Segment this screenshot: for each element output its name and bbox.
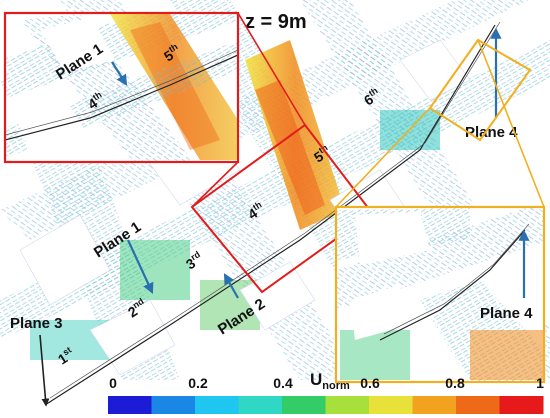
plane-2-arrow	[223, 273, 239, 299]
plane-3-arrow	[39, 334, 50, 407]
colorbar-swatch-1	[151, 396, 196, 414]
plane-4-label: Plane 4	[465, 124, 518, 141]
colorbar-swatch-4	[282, 396, 326, 414]
inset-red: Plane 1 4th 5th	[3, 11, 240, 164]
inset-yellow-plane-label: Plane 4	[480, 305, 533, 322]
colorbar-swatch-3	[238, 396, 283, 414]
colorbar-tick-0: 0	[109, 375, 117, 391]
colorbar-tick-0.4: 0.4	[273, 375, 293, 391]
colorbar-swatch-9	[499, 396, 544, 414]
inset-red-plane-arrow	[111, 61, 128, 86]
colorbar-swatch-7	[412, 396, 457, 414]
colorbar-title: Unorm	[310, 370, 350, 392]
colorbar: Unorm 0 0.2 0.4 0.6 0.8 1	[108, 370, 544, 414]
figure-title: z = 9m	[245, 11, 307, 33]
yellow-focus-box	[428, 38, 532, 142]
colorbar-tick-0.2: 0.2	[188, 375, 208, 391]
colorbar-swatches	[108, 396, 544, 414]
colorbar-swatch-0	[108, 396, 152, 414]
inset-yellow: Plane 4	[334, 205, 546, 384]
colorbar-swatch-8	[456, 396, 500, 414]
colorbar-swatch-6	[369, 396, 413, 414]
colorbar-swatch-5	[325, 396, 370, 414]
colorbar-tick-1: 1	[536, 375, 544, 391]
plane-1-arrow	[127, 239, 154, 294]
colorbar-tick-0.6: 0.6	[360, 375, 380, 391]
plane-3-label: Plane 3	[10, 315, 63, 332]
colorbar-tick-0.8: 0.8	[445, 375, 465, 391]
colorbar-swatch-2	[195, 396, 239, 414]
building-edge	[44, 24, 496, 406]
